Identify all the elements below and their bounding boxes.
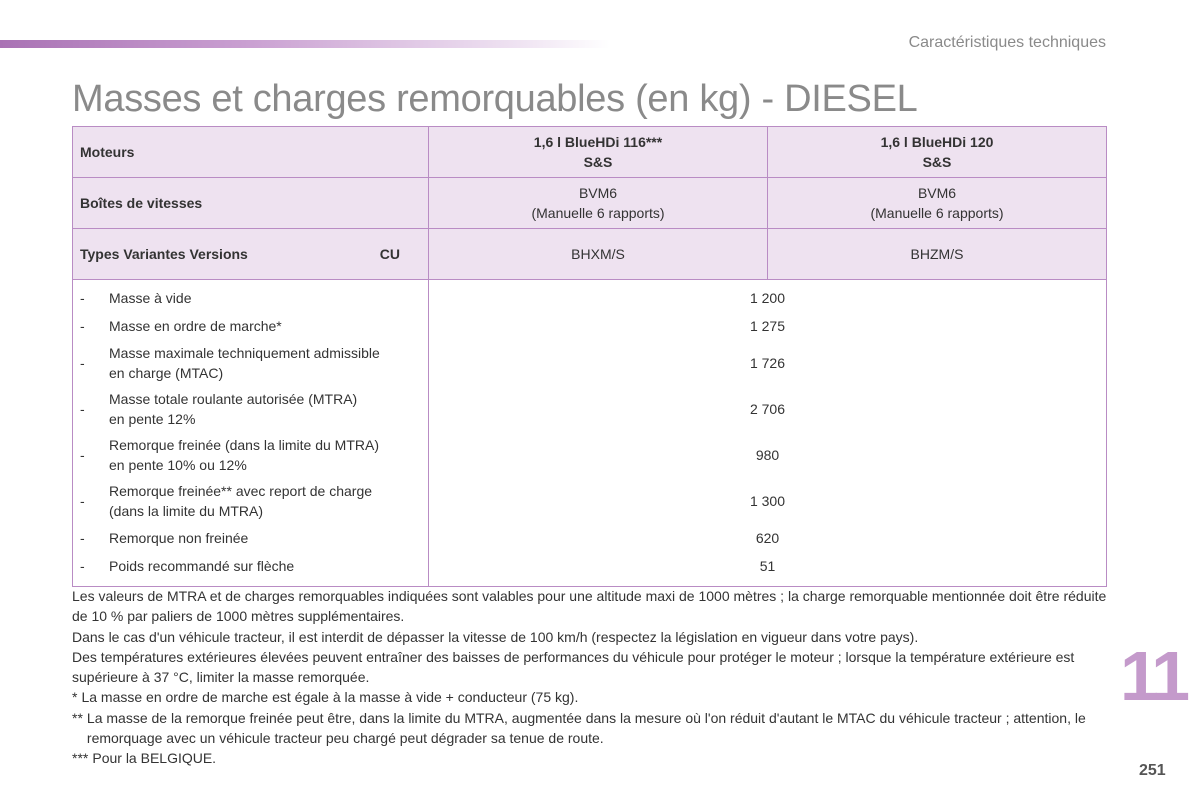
note-temperature: Des températures extérieures élevées peu…	[72, 648, 1075, 686]
types-row: Types Variantes Versions CU BHXM/S BHZM/…	[72, 228, 1107, 280]
section-header: Caractéristiques techniques	[908, 34, 1106, 51]
mass-row-label: - Remorque non freinée	[80, 530, 249, 546]
gearbox2-line2: (Manuelle 6 rapports)	[870, 205, 1004, 221]
footnote-3-text: Pour la BELGIQUE.	[92, 750, 217, 767]
note-altitude: Les valeurs de MTRA et de charges remorq…	[72, 588, 1107, 625]
mass-row-label: - Masse totale roulante autorisée (MTRA)…	[80, 391, 358, 427]
engine1-line2: S&S	[583, 154, 613, 170]
type1-cell: BHXM/S	[428, 228, 768, 280]
engines-label: Moteurs	[72, 126, 429, 178]
note-speed: Dans le cas d'un véhicule tracteur, il e…	[72, 628, 919, 645]
specs-table: Moteurs 1,6 l BlueHDi 116*** S&S 1,6 l B…	[72, 126, 1107, 587]
mass-value: 1 726	[749, 355, 786, 371]
gearbox2-line1: BVM6	[917, 185, 957, 201]
gearbox-row: Boîtes de vitesses BVM6 (Manuelle 6 rapp…	[72, 177, 1107, 229]
mass-value: 1 275	[749, 318, 786, 334]
gearbox1-line2: (Manuelle 6 rapports)	[531, 205, 665, 221]
gearbox-label: Boîtes de vitesses	[72, 177, 429, 229]
types-label-cell: Types Variantes Versions CU	[72, 228, 429, 280]
footnote-1: * La masse en ordre de marche est égale …	[72, 687, 1112, 707]
footnote-2-mark: **	[72, 709, 83, 726]
mass-labels-column: - Masse à vide - Masse en ordre de march…	[72, 279, 429, 587]
type2-cell: BHZM/S	[767, 228, 1107, 280]
mass-row-label: - Poids recommandé sur flèche	[80, 558, 295, 574]
mass-row-label: - Remorque freinée** avec report de char…	[80, 483, 373, 519]
engine2-line2: S&S	[922, 154, 952, 170]
mass-row-label: - Masse à vide	[80, 290, 192, 306]
mass-value: 1 300	[749, 493, 786, 509]
mass-rows: - Masse à vide - Masse en ordre de march…	[72, 279, 1107, 587]
page-number: 251	[1139, 762, 1166, 779]
footnote-2: ** La masse de la remorque freinée peut …	[72, 708, 1112, 749]
notes: Les valeurs de MTRA et de charges remorq…	[72, 586, 1112, 769]
mass-value: 1 200	[749, 290, 786, 306]
mass-value: 51	[759, 558, 776, 574]
engine1-line1: 1,6 l BlueHDi 116***	[533, 134, 663, 150]
footnote-1-text: La masse en ordre de marche est égale à …	[81, 689, 579, 706]
gearbox2-cell: BVM6 (Manuelle 6 rapports)	[767, 177, 1107, 229]
types-label: Types Variantes Versions	[80, 246, 248, 262]
mass-row-label: - Masse maximale techniquement admissibl…	[80, 345, 380, 381]
mass-values-column: 1 200 1 275 1 726 2 706 980 1 300 620 51	[428, 279, 1107, 587]
page-title: Masses et charges remorquables (en kg) -…	[72, 78, 918, 120]
chapter-number: 11	[1120, 637, 1190, 715]
engine2-line1: 1,6 l BlueHDi 120	[880, 134, 994, 150]
mass-row-label: - Remorque freinée (dans la limite du MT…	[80, 437, 379, 473]
footnote-3-mark: ***	[72, 750, 89, 767]
mass-row-label: - Masse en ordre de marche*	[80, 318, 282, 334]
mass-value: 980	[755, 447, 780, 463]
footnote-1-mark: *	[72, 689, 78, 706]
engine2-cell: 1,6 l BlueHDi 120 S&S	[767, 126, 1107, 178]
engines-row: Moteurs 1,6 l BlueHDi 116*** S&S 1,6 l B…	[72, 126, 1107, 178]
gearbox1-line1: BVM6	[578, 185, 618, 201]
types-suffix: CU	[379, 246, 400, 262]
mass-value: 2 706	[749, 401, 786, 417]
footnote-3: *** Pour la BELGIQUE.	[72, 748, 1112, 768]
footnote-2-text: La masse de la remorque freinée peut êtr…	[86, 709, 1086, 747]
engine1-cell: 1,6 l BlueHDi 116*** S&S	[428, 126, 768, 178]
mass-value: 620	[755, 530, 780, 546]
header-accent-bar	[0, 40, 610, 48]
gearbox1-cell: BVM6 (Manuelle 6 rapports)	[428, 177, 768, 229]
